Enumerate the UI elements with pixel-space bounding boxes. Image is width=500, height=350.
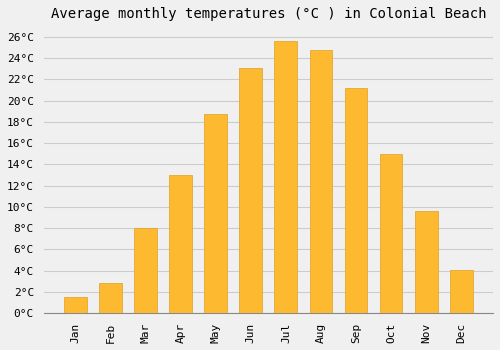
Bar bbox=[99, 284, 122, 313]
Bar bbox=[344, 88, 368, 313]
Bar bbox=[380, 154, 402, 313]
Title: Average monthly temperatures (°C ) in Colonial Beach: Average monthly temperatures (°C ) in Co… bbox=[50, 7, 486, 21]
Bar bbox=[170, 175, 192, 313]
Bar bbox=[274, 41, 297, 313]
Bar bbox=[450, 270, 472, 313]
Bar bbox=[240, 68, 262, 313]
Bar bbox=[134, 228, 157, 313]
Bar bbox=[310, 50, 332, 313]
Bar bbox=[64, 297, 87, 313]
Bar bbox=[204, 114, 227, 313]
Bar bbox=[415, 211, 438, 313]
